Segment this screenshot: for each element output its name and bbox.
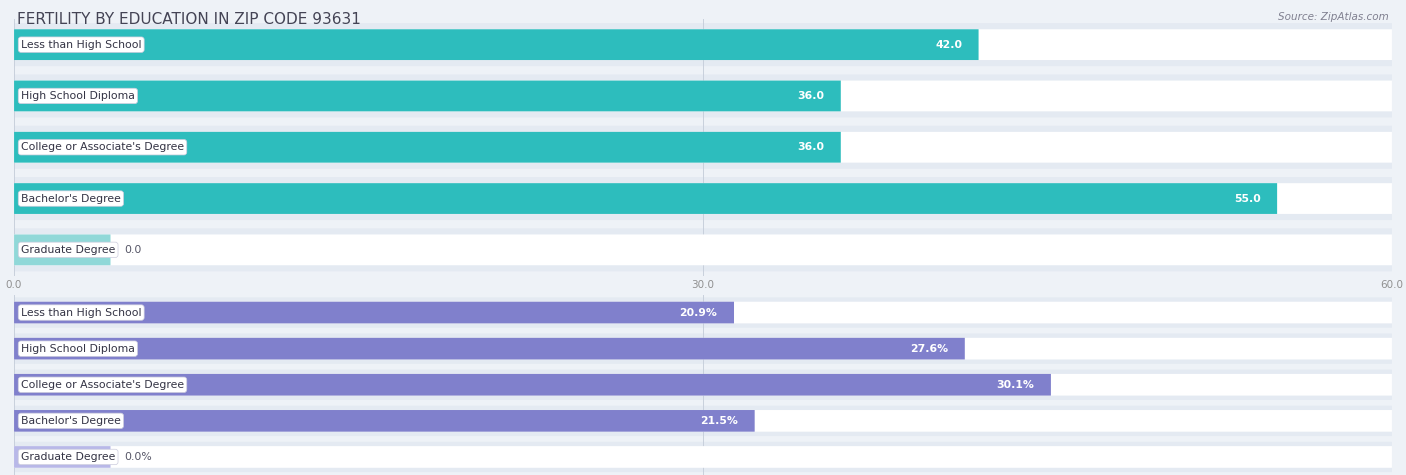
Text: 42.0: 42.0 — [935, 39, 962, 50]
Text: High School Diploma: High School Diploma — [21, 343, 135, 354]
FancyBboxPatch shape — [14, 235, 1392, 265]
Text: High School Diploma: High School Diploma — [21, 91, 135, 101]
FancyBboxPatch shape — [14, 81, 841, 111]
FancyBboxPatch shape — [14, 297, 1392, 328]
FancyBboxPatch shape — [14, 374, 1392, 396]
FancyBboxPatch shape — [14, 446, 1392, 468]
FancyBboxPatch shape — [14, 446, 111, 468]
FancyBboxPatch shape — [14, 183, 1277, 214]
FancyBboxPatch shape — [14, 183, 1392, 214]
FancyBboxPatch shape — [14, 410, 1392, 432]
Text: Graduate Degree: Graduate Degree — [21, 245, 115, 255]
FancyBboxPatch shape — [14, 333, 1392, 364]
FancyBboxPatch shape — [14, 132, 1392, 162]
Text: College or Associate's Degree: College or Associate's Degree — [21, 380, 184, 390]
Text: Bachelor's Degree: Bachelor's Degree — [21, 193, 121, 204]
FancyBboxPatch shape — [14, 132, 841, 162]
Text: 20.9%: 20.9% — [679, 307, 717, 318]
Text: 36.0: 36.0 — [797, 142, 824, 152]
FancyBboxPatch shape — [14, 338, 965, 360]
Text: FERTILITY BY EDUCATION IN ZIP CODE 93631: FERTILITY BY EDUCATION IN ZIP CODE 93631 — [17, 12, 361, 27]
FancyBboxPatch shape — [14, 410, 755, 432]
FancyBboxPatch shape — [14, 177, 1392, 220]
FancyBboxPatch shape — [14, 302, 1392, 323]
FancyBboxPatch shape — [14, 338, 1392, 360]
FancyBboxPatch shape — [14, 29, 1392, 60]
FancyBboxPatch shape — [14, 126, 1392, 169]
FancyBboxPatch shape — [14, 442, 1392, 472]
FancyBboxPatch shape — [14, 228, 1392, 271]
Text: Source: ZipAtlas.com: Source: ZipAtlas.com — [1278, 12, 1389, 22]
Text: Graduate Degree: Graduate Degree — [21, 452, 115, 462]
FancyBboxPatch shape — [14, 75, 1392, 117]
FancyBboxPatch shape — [14, 29, 979, 60]
FancyBboxPatch shape — [14, 302, 734, 323]
FancyBboxPatch shape — [14, 81, 1392, 111]
Text: 27.6%: 27.6% — [910, 343, 948, 354]
Text: Bachelor's Degree: Bachelor's Degree — [21, 416, 121, 426]
FancyBboxPatch shape — [14, 235, 111, 265]
FancyBboxPatch shape — [14, 370, 1392, 400]
Text: 0.0%: 0.0% — [124, 452, 152, 462]
Text: Less than High School: Less than High School — [21, 39, 142, 50]
Text: 55.0: 55.0 — [1234, 193, 1261, 204]
FancyBboxPatch shape — [14, 23, 1392, 66]
Text: College or Associate's Degree: College or Associate's Degree — [21, 142, 184, 152]
FancyBboxPatch shape — [14, 374, 1050, 396]
FancyBboxPatch shape — [14, 406, 1392, 436]
Text: 30.1%: 30.1% — [997, 380, 1035, 390]
Text: 0.0: 0.0 — [124, 245, 142, 255]
Text: 21.5%: 21.5% — [700, 416, 738, 426]
Text: Less than High School: Less than High School — [21, 307, 142, 318]
Text: 36.0: 36.0 — [797, 91, 824, 101]
